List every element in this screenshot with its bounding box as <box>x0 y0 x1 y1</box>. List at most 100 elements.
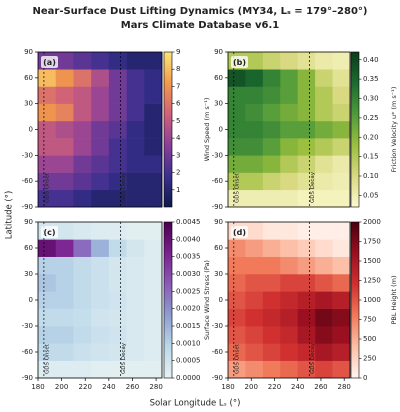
heatmap-cell <box>280 138 299 156</box>
heatmap-cell <box>315 256 333 275</box>
heatmap-cell <box>73 120 92 139</box>
heatmap-cell <box>245 69 264 87</box>
heatmap-cell <box>108 308 127 327</box>
heatmap-cell <box>297 172 316 191</box>
heatmap-cell <box>38 155 57 173</box>
colorbar-tick-label: 0.25 <box>363 114 379 122</box>
annotation-text: GDS Onset <box>44 172 50 203</box>
y-tick-label: -90 <box>212 374 223 382</box>
heatmap-cell <box>73 86 92 104</box>
heatmap-cell <box>332 239 351 257</box>
heatmap-cell <box>55 103 74 122</box>
colorbar-tick-label: 0.0010 <box>176 339 201 347</box>
colorbar-tick-label: 0.0040 <box>176 235 201 243</box>
heatmap-cell <box>55 86 74 104</box>
panel-label: (b) <box>233 58 246 67</box>
y-tick-label: -60 <box>212 177 223 185</box>
heatmap-cell <box>280 189 299 208</box>
heatmap-cell <box>262 172 281 191</box>
colorbar-tick-label: 0.0025 <box>176 287 201 295</box>
panel-label: (d) <box>233 228 246 237</box>
heatmap-cell <box>91 52 110 70</box>
heatmap-cell <box>297 274 316 292</box>
heatmap-cell <box>262 308 281 327</box>
heatmap-cell <box>228 360 246 379</box>
heatmap-cell <box>262 291 281 309</box>
heatmap-cell <box>280 69 299 87</box>
heatmap-cell <box>228 291 246 309</box>
heatmap-cell <box>144 103 163 122</box>
heatmap-cell <box>228 138 246 156</box>
heatmap-cell <box>280 103 299 122</box>
heatmap-cell <box>38 308 57 327</box>
heatmap-cell <box>91 103 110 122</box>
panel-label: (c) <box>43 228 55 237</box>
heatmap-cell <box>55 343 74 361</box>
heatmap-cell <box>38 138 57 156</box>
heatmap-cell <box>315 222 333 240</box>
heatmap-cell <box>55 239 74 257</box>
heatmap-cell <box>297 239 316 257</box>
x-tick-label: 280 <box>149 383 162 391</box>
heatmap-cell <box>228 86 246 104</box>
heatmap-cell <box>297 256 316 275</box>
heatmap-cell <box>91 86 110 104</box>
x-tick-label: 200 <box>55 383 68 391</box>
heatmap-cell <box>332 274 351 292</box>
heatmap-cell <box>91 138 110 156</box>
heatmap-cell <box>73 326 92 344</box>
heatmap-cell <box>38 326 57 344</box>
colorbar-tick-label: 1 <box>176 186 180 194</box>
heatmap-cell <box>144 291 163 309</box>
heatmap-cell <box>280 343 299 361</box>
heatmap-cell <box>73 291 92 309</box>
heatmap-cell <box>245 326 264 344</box>
y-tick-label: -90 <box>212 203 223 211</box>
heatmap-cell <box>228 172 246 191</box>
x-tick-label: 200 <box>245 383 258 391</box>
colorbar-tick-label: 0 <box>363 374 367 382</box>
y-tick-label: 90 <box>24 218 33 226</box>
heatmap-cell <box>55 274 74 292</box>
heatmap-cell <box>228 155 246 173</box>
y-tick-label: -60 <box>22 177 33 185</box>
y-tick-label: -30 <box>22 322 33 330</box>
colorbar-tick-label: 8 <box>176 65 180 73</box>
heatmap-cell <box>315 326 333 344</box>
heatmap-cell <box>262 239 281 257</box>
heatmap-cell <box>108 343 127 361</box>
heatmap-cell <box>332 360 351 379</box>
heatmap-cell <box>297 291 316 309</box>
heatmap-cell <box>38 86 57 104</box>
heatmap-cell <box>245 155 264 173</box>
panel-label-box <box>41 56 58 68</box>
heatmap-cell <box>108 360 127 379</box>
heatmap-cell <box>126 120 145 139</box>
heatmap-cell <box>315 308 333 327</box>
annotation-text: GDS Decay <box>310 171 316 203</box>
heatmap-cell <box>315 274 333 292</box>
heatmap-cell <box>126 222 145 240</box>
y-tick-label: -30 <box>22 151 33 159</box>
heatmap-cell <box>126 155 145 173</box>
heatmap-cell <box>144 239 163 257</box>
heatmap-cell <box>91 291 110 309</box>
colorbar-tick-label: 2000 <box>363 218 381 226</box>
x-tick-label: 180 <box>221 383 234 391</box>
heatmap-cell <box>108 274 127 292</box>
y-tick-label: -90 <box>22 374 33 382</box>
heatmap-cell <box>38 120 57 139</box>
heatmap-cell <box>73 308 92 327</box>
y-tick-label: 60 <box>214 74 223 82</box>
x-axis-label: Solar Longitude Lₛ (°) <box>150 399 241 409</box>
heatmap-cell <box>144 52 163 70</box>
colorbar-tick-label: 9 <box>176 48 180 56</box>
y-tick-label: 30 <box>214 100 223 108</box>
x-tick-label: 260 <box>314 383 327 391</box>
heatmap-cell <box>108 172 127 191</box>
heatmap-cell <box>297 138 316 156</box>
heatmap-cell <box>91 360 110 379</box>
heatmap-cell <box>126 239 145 257</box>
heatmap-cell <box>262 86 281 104</box>
heatmap-cell <box>144 308 163 327</box>
